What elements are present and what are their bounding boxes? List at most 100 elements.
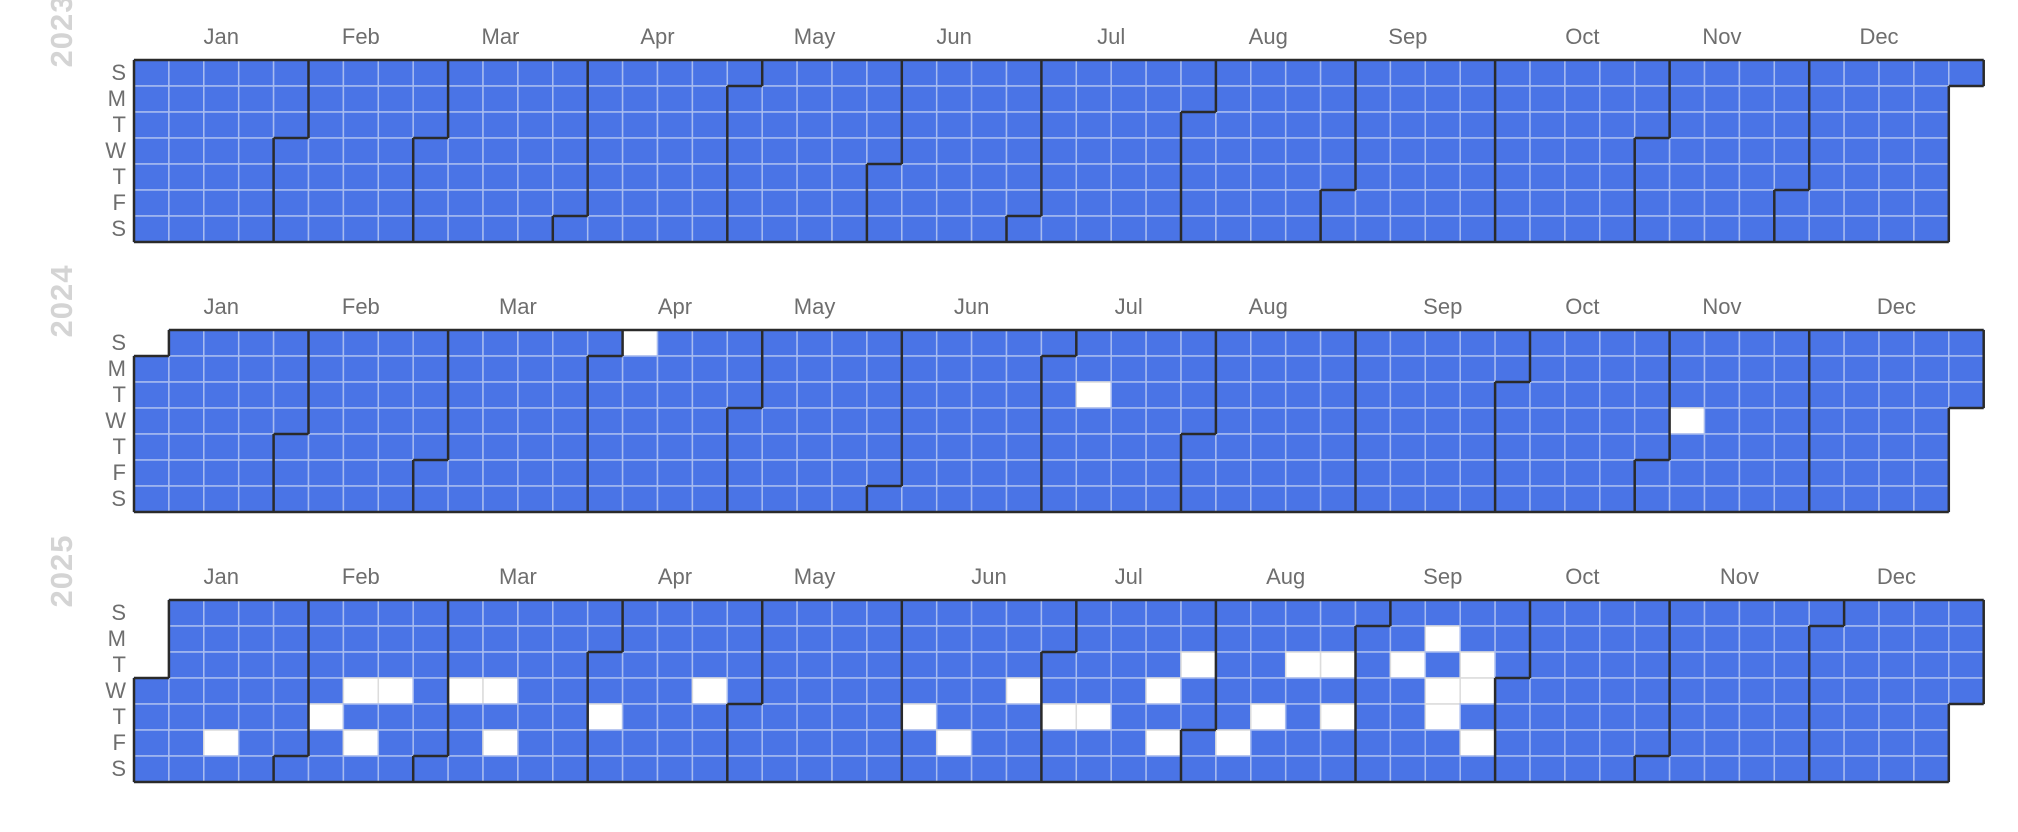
day-cell [1459,729,1496,757]
day-cell [1913,355,1950,383]
day-cell [168,485,205,513]
day-cell [1459,599,1496,627]
day-cell [447,485,484,513]
day-cell [1913,189,1950,217]
day-cell [1424,355,1461,383]
day-cell [552,407,589,435]
day-cell [1075,111,1112,139]
day-cell [307,189,345,217]
day-cell [1843,215,1880,243]
day-cell [1808,729,1845,757]
day-cell [1319,729,1357,757]
day-cell [342,625,380,653]
day-cell [970,433,1008,461]
day-cell [1005,137,1043,165]
day-cell [831,189,868,217]
day-cell [656,459,694,487]
day-cell [203,599,240,627]
day-cell [1703,189,1741,217]
day-cell [237,381,275,409]
day-cell [1599,215,1636,243]
day-cell [168,215,205,243]
day-cell [726,625,763,653]
day-cell [1319,59,1357,87]
day-cell [272,137,310,165]
day-cell [1319,407,1357,435]
day-cell [1564,485,1601,513]
day-cell [447,163,484,191]
day-cell [203,755,240,783]
day-cell [552,189,589,217]
day-cell [1319,329,1357,357]
day-cell [1424,599,1461,627]
day-cell [168,433,205,461]
day-cell [1250,677,1287,705]
day-cell [1529,163,1566,191]
day-cell [1215,433,1252,461]
day-cell [656,329,694,357]
day-cell [796,355,833,383]
day-cell [796,625,833,653]
day-cell [1215,625,1252,653]
day-cell [901,189,938,217]
day-cell [447,189,484,217]
day-cell [1808,703,1845,731]
day-cell [482,433,519,461]
day-cell [1424,111,1461,139]
day-cell [1633,137,1671,165]
day-cell [168,599,205,627]
day-cell [1633,625,1671,653]
day-cell [901,755,938,783]
day-cell [1529,599,1566,627]
day-cell [1843,59,1880,87]
day-cell [761,703,798,731]
day-cell [1354,189,1392,217]
day-cell [621,59,659,87]
day-cell [1250,625,1287,653]
day-cell [1110,189,1147,217]
day-cell [237,599,275,627]
day-cell [1773,677,1810,705]
day-cell [482,677,519,705]
month-label: Apr [640,24,675,49]
month-label: May [793,564,836,589]
day-cell [272,85,310,113]
day-cell [1913,729,1950,757]
day-cell [1564,381,1601,409]
day-cell [1843,163,1880,191]
day-cell [901,599,938,627]
day-cell [726,677,763,705]
day-cell [1389,599,1427,627]
month-label: Oct [1565,24,1600,49]
day-cell [237,329,275,357]
day-cell [1075,625,1112,653]
day-cell [1354,625,1392,653]
day-cell [237,189,275,217]
day-cell [1424,59,1461,87]
month-label: Dec [1876,294,1916,319]
day-cell [1424,137,1461,165]
day-cell [1529,485,1566,513]
day-cell [1878,381,1915,409]
day-cell [831,381,868,409]
day-cell [307,355,345,383]
day-cell [482,329,519,357]
month-label: Dec [1859,24,1899,49]
day-cell [1529,189,1566,217]
day-cell [1529,625,1566,653]
day-cell [307,651,345,679]
day-cell [447,729,484,757]
day-cell [168,163,205,191]
day-cell [1773,381,1810,409]
day-cell [272,651,310,679]
day-cell [1494,137,1531,165]
day-cell [1075,381,1112,409]
day-cell [1808,163,1845,191]
day-cell [517,381,554,409]
day-cell [970,85,1008,113]
day-cell [1703,329,1741,357]
day-cell [621,755,659,783]
day-cell [1633,677,1671,705]
day-cell [307,755,345,783]
